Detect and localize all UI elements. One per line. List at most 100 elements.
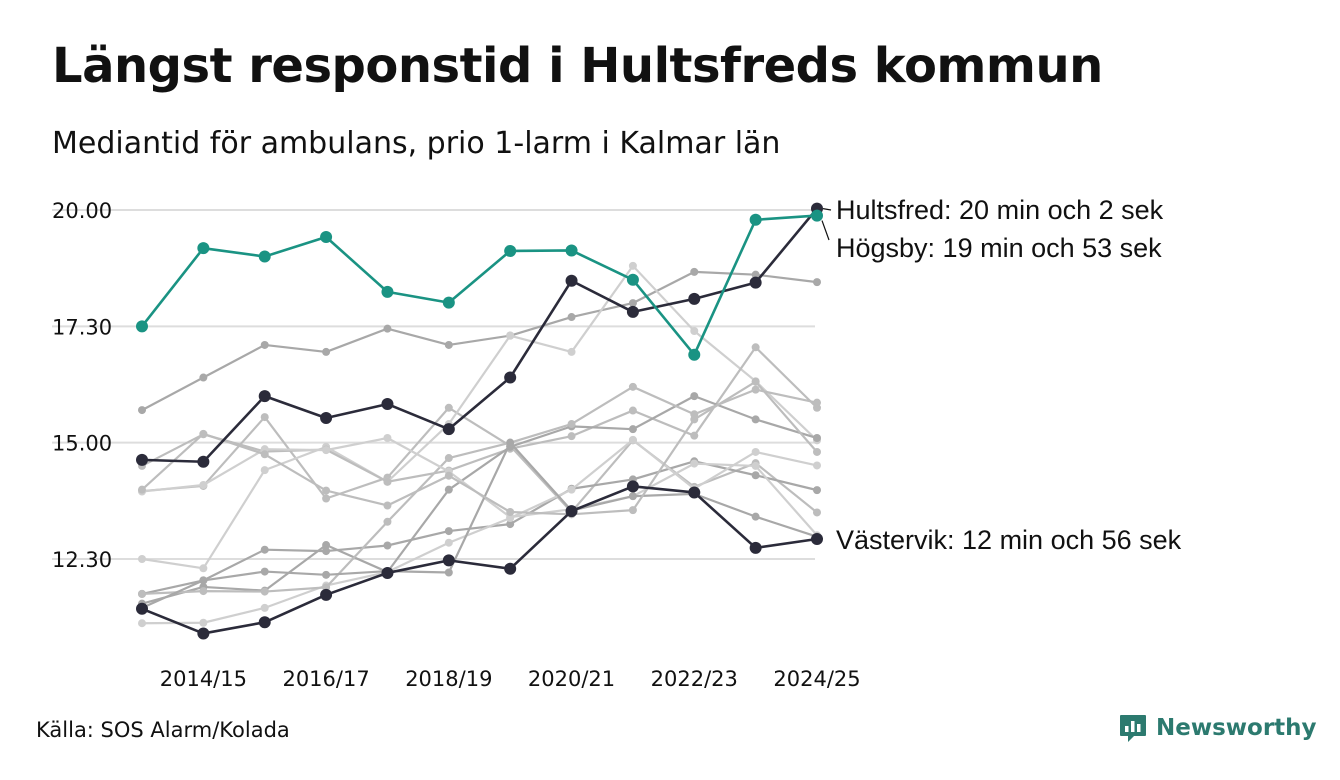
series-högsby-point [565, 244, 578, 257]
context-series-10-point [506, 438, 515, 447]
context-series-4-point [383, 541, 392, 550]
context-series-3-line [141, 264, 818, 570]
series-hultsfred-point [442, 423, 455, 436]
annotation-hogsby: Högsby: 19 min och 53 sek [836, 233, 1162, 263]
series-högsby-point [442, 296, 455, 309]
context-series-6-point [813, 461, 821, 470]
chart-title: Längst responstid i Hultsfreds kommun [52, 38, 1103, 94]
context-series-7-point [690, 392, 699, 401]
context-series-1-point [322, 347, 331, 356]
context-series-8-point [567, 420, 576, 429]
series-annotations: Hultsfred: 20 min och 2 sek Högsby: 19 mi… [821, 195, 1182, 555]
series-västervik-line [141, 485, 818, 635]
context-series-8-point [813, 398, 821, 407]
context-series-2-point [813, 508, 821, 517]
context-series-7-point [444, 485, 453, 494]
context-series-3-point [138, 555, 146, 563]
context-series-11-point [383, 501, 392, 510]
series-hultsfred-point [749, 276, 762, 289]
context-series-5-point [690, 431, 699, 440]
series-västervik-point [504, 562, 517, 575]
x-axis-ticks: 2014/15 2016/17 2018/19 2020/21 2022/23 2024/… [160, 667, 861, 691]
series-högsby-point [811, 209, 823, 222]
context-series-1 [138, 267, 821, 415]
context-series-2-point [322, 494, 331, 503]
context-series-7-point [813, 434, 821, 443]
brand-logo[interactable]: Newsworthy [1118, 713, 1317, 743]
x-tick-label: 2020/21 [528, 667, 615, 691]
context-series-6-point [567, 485, 576, 494]
context-series-4-point [813, 486, 821, 495]
context-series-10-point [199, 576, 208, 585]
annotation-leader [821, 220, 830, 241]
context-series-6-point [260, 603, 269, 612]
series-högsby-point [258, 250, 271, 263]
series-västervik-point [136, 602, 148, 615]
context-series-2-point [444, 403, 453, 412]
context-series-8-line [141, 385, 818, 595]
context-series-8 [138, 382, 821, 598]
series-hultsfred-point [565, 274, 578, 287]
context-series-3-point [199, 564, 208, 573]
context-series-11-point [690, 415, 699, 424]
context-series-2-point [260, 413, 269, 422]
context-series-7-point [751, 415, 760, 424]
series-hultsfred-point [136, 453, 148, 466]
series-högsby-point [626, 273, 639, 286]
context-series-3-point [506, 331, 515, 340]
context-series-1-point [751, 270, 760, 279]
series-högsby-point [749, 213, 762, 226]
context-series-5-point [567, 432, 576, 441]
series-hultsfred-point [320, 412, 333, 425]
context-series-11-line [141, 380, 818, 516]
series-högsby-point [136, 320, 148, 333]
context-series-3-point [628, 261, 637, 270]
context-series-1-point [690, 267, 699, 276]
series-högsby-point [688, 348, 701, 361]
context-series-8-point [628, 382, 637, 391]
context-series-4-point [751, 471, 760, 480]
context-series-7-point [628, 425, 637, 434]
context-series-10-point [260, 567, 269, 576]
context-series-9-point [383, 434, 392, 443]
context-series-10-point [322, 570, 331, 579]
highlighted-series [136, 202, 823, 640]
annotation-hultsfred: Hultsfred: 20 min och 2 sek [836, 195, 1164, 225]
context-series-8-point [751, 385, 760, 394]
y-tick-label: 17.30 [52, 315, 112, 339]
series-västervik-point [565, 505, 578, 518]
context-series-3-point [260, 466, 269, 475]
brand-name: Newsworthy [1156, 715, 1317, 741]
context-series-11-point [444, 471, 453, 480]
series-västervik [136, 480, 823, 640]
y-tick-label: 15.00 [52, 432, 112, 456]
x-tick-label: 2022/23 [651, 667, 738, 691]
context-series-5-point [751, 343, 760, 352]
series-västervik-point [442, 554, 455, 567]
context-series-11-point [138, 485, 146, 494]
series-västervik-point [688, 486, 701, 499]
context-series-1-point [628, 299, 637, 308]
context-series-9-point [690, 459, 699, 468]
context-series-1-point [383, 324, 392, 333]
x-tick-label: 2016/17 [282, 667, 369, 691]
context-series-7-point [322, 541, 331, 550]
context-series-8-point [444, 454, 453, 463]
context-series-6-point [199, 618, 208, 627]
series-västervik-point [811, 532, 823, 545]
series-hultsfred-point [258, 390, 271, 403]
newsworthy-logo-icon [1120, 715, 1146, 742]
context-series-10-line [141, 441, 818, 609]
y-tick-label: 12.30 [52, 548, 112, 572]
context-series-6-point [751, 447, 760, 456]
series-västervik-point [626, 480, 639, 493]
context-series-9-point [751, 461, 760, 470]
x-tick-label: 2018/19 [405, 667, 492, 691]
context-series-9-line [141, 436, 818, 536]
context-series-6-point [138, 619, 146, 628]
y-axis-ticks: 12.30 15.00 17.30 20.00 [52, 199, 112, 572]
series-västervik-point [258, 616, 271, 629]
series-västervik-point [749, 541, 762, 554]
context-series-4-point [322, 547, 331, 556]
context-series-5-point [383, 477, 392, 486]
